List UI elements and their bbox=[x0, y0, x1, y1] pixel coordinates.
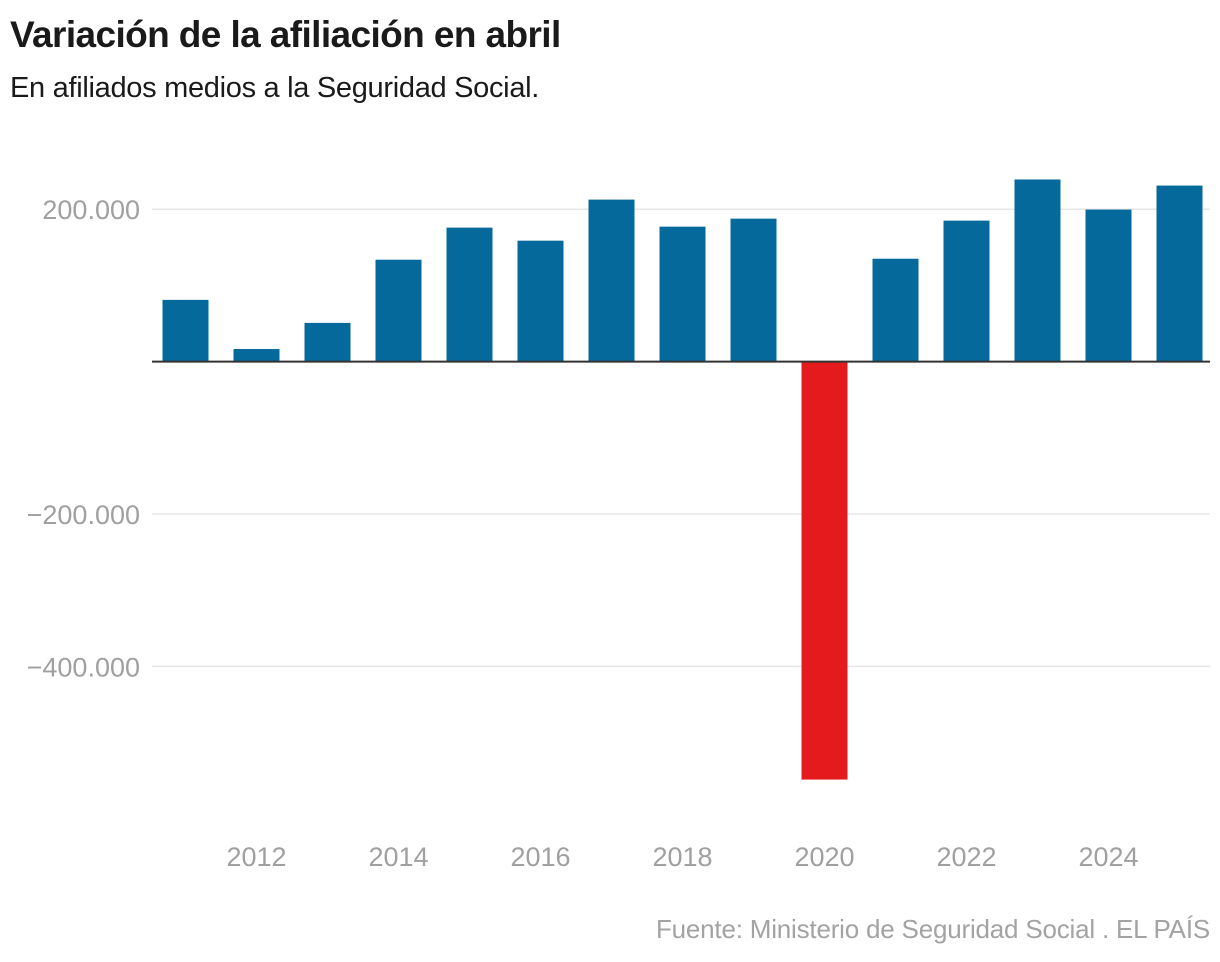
x-tick-label: 2016 bbox=[510, 842, 570, 872]
source-note: Fuente: Ministerio de Seguridad Social .… bbox=[655, 914, 1210, 944]
chart-subtitle: En afiliados medios a la Seguridad Socia… bbox=[10, 72, 540, 104]
bar-2017 bbox=[588, 199, 635, 362]
y-tick-label: 200.000 bbox=[42, 195, 140, 225]
bar-2021 bbox=[872, 258, 919, 362]
x-tick-label: 2022 bbox=[936, 842, 996, 872]
y-tick-label: −200.000 bbox=[27, 500, 140, 530]
bar-2023 bbox=[1014, 179, 1061, 362]
bar-2019 bbox=[730, 218, 777, 362]
bar-2013 bbox=[304, 322, 351, 362]
bar-2012 bbox=[233, 349, 280, 362]
bars bbox=[162, 179, 1203, 780]
x-tick-label: 2012 bbox=[226, 842, 286, 872]
bar-2018 bbox=[659, 226, 706, 362]
y-axis-ticks: 200.000 −200.000 −400.000 bbox=[27, 195, 140, 682]
bar-2011 bbox=[162, 299, 209, 362]
chart-title: Variación de la afiliación en abril bbox=[10, 14, 561, 55]
bar-2015 bbox=[446, 227, 493, 362]
bar-2016 bbox=[517, 240, 564, 362]
x-tick-label: 2024 bbox=[1078, 842, 1138, 872]
bar-2024 bbox=[1085, 209, 1132, 362]
bar-2020 bbox=[801, 361, 848, 780]
bar-2025 bbox=[1156, 185, 1203, 362]
bar-2014 bbox=[375, 259, 422, 362]
x-tick-label: 2020 bbox=[794, 842, 854, 872]
x-tick-label: 2018 bbox=[652, 842, 712, 872]
x-tick-label: 2014 bbox=[368, 842, 428, 872]
y-tick-label: −400.000 bbox=[27, 652, 140, 682]
x-axis-ticks: 2012 2014 2016 2018 2020 2022 2024 bbox=[226, 842, 1138, 872]
bar-2022 bbox=[943, 220, 990, 362]
